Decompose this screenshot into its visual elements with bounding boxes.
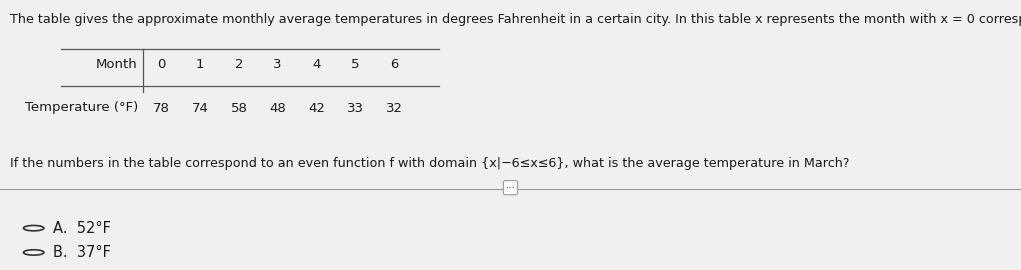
Text: 5: 5 [351, 58, 359, 71]
Text: 6: 6 [390, 58, 398, 71]
Text: 33: 33 [347, 102, 363, 114]
Text: 42: 42 [308, 102, 325, 114]
Text: If the numbers in the table correspond to an even function f with domain {x|−6≤x: If the numbers in the table correspond t… [10, 157, 849, 170]
Text: 78: 78 [153, 102, 169, 114]
Text: Month: Month [96, 58, 138, 71]
Text: 1: 1 [196, 58, 204, 71]
Text: 74: 74 [192, 102, 208, 114]
Text: 3: 3 [274, 58, 282, 71]
Text: 4: 4 [312, 58, 321, 71]
Text: 32: 32 [386, 102, 402, 114]
Text: 2: 2 [235, 58, 243, 71]
Text: A.  52°F: A. 52°F [53, 221, 111, 236]
Text: 58: 58 [231, 102, 247, 114]
Text: B.  37°F: B. 37°F [53, 245, 111, 260]
Text: 0: 0 [157, 58, 165, 71]
Text: ···: ··· [505, 183, 516, 193]
Text: Temperature (°F): Temperature (°F) [25, 102, 138, 114]
Text: 48: 48 [270, 102, 286, 114]
Text: The table gives the approximate monthly average temperatures in degrees Fahrenhe: The table gives the approximate monthly … [10, 14, 1021, 26]
